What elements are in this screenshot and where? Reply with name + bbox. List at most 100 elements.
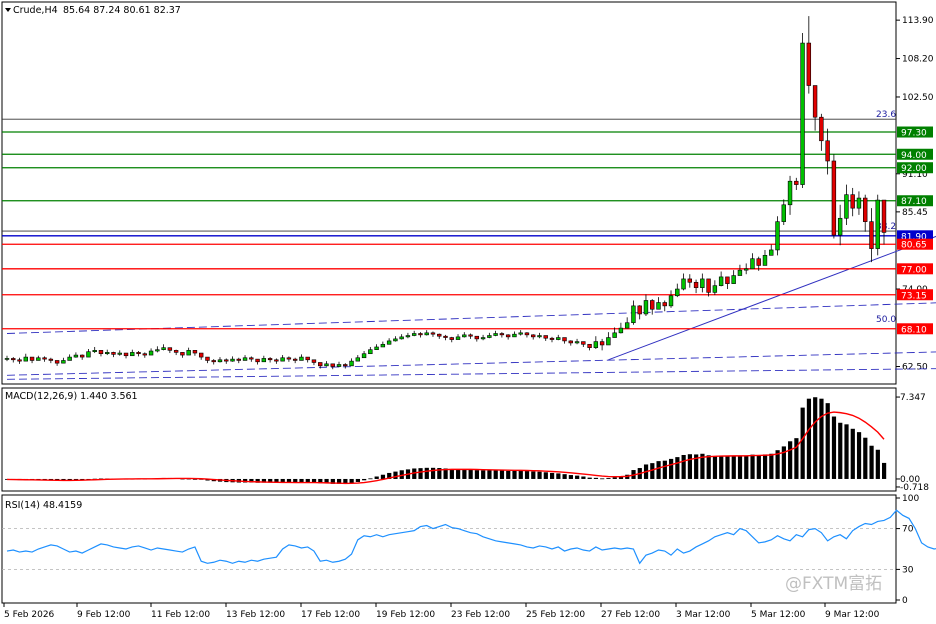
- candle-body: [399, 336, 404, 340]
- macd-bar: [825, 403, 830, 479]
- macd-bar: [575, 475, 580, 479]
- macd-bar: [318, 478, 323, 484]
- macd-bar: [443, 468, 448, 479]
- candle-body: [618, 327, 624, 334]
- macd-bar: [700, 453, 705, 479]
- candle-body: [474, 335, 480, 340]
- macd-bar: [687, 454, 693, 479]
- macd-bar: [393, 471, 398, 479]
- rsi-tick-label: 0: [902, 596, 908, 606]
- candle-body: [769, 249, 774, 256]
- candle-body: [869, 221, 874, 249]
- candle-body: [800, 42, 805, 185]
- macd-bar: [731, 455, 736, 479]
- macd-bar: [437, 468, 442, 479]
- macd-bar: [368, 478, 373, 480]
- macd-bar: [531, 471, 536, 479]
- price-tick-label: 102.50: [902, 93, 934, 103]
- price-tick-label: 62.50: [902, 363, 928, 373]
- candle-body: [606, 337, 611, 346]
- price-tick-label: 108.20: [902, 55, 934, 65]
- candle-body: [687, 278, 693, 283]
- candle-body: [280, 357, 285, 362]
- macd-bar: [412, 468, 417, 479]
- candle-body: [255, 358, 260, 363]
- macd-tick-label: 7.347: [900, 393, 926, 403]
- candle-body: [242, 357, 248, 361]
- candle-body: [424, 332, 429, 336]
- candle-body: [556, 337, 561, 340]
- candle-body: [712, 285, 718, 293]
- main-panel: [1, 1, 897, 385]
- candle-body: [581, 341, 586, 345]
- candle-body: [361, 353, 367, 359]
- candle-body: [624, 322, 630, 329]
- time-tick-label: 9 Mar 12:00: [825, 610, 880, 620]
- candle-body: [825, 140, 830, 162]
- candle-body: [192, 350, 198, 354]
- macd-bar: [838, 422, 843, 479]
- candle-body: [249, 357, 254, 360]
- candle-body: [29, 356, 35, 361]
- time-tick-label: 13 Feb 12:00: [226, 610, 285, 620]
- candle-body: [781, 204, 786, 222]
- candle-body: [123, 352, 129, 357]
- macd-bar: [73, 478, 79, 480]
- macd-bar: [362, 478, 367, 481]
- macd-bar: [349, 478, 354, 484]
- candle-body: [205, 356, 210, 361]
- level-tag: [897, 162, 933, 174]
- candle-body: [574, 341, 580, 344]
- candle-body: [668, 295, 674, 307]
- candle-body: [4, 358, 10, 360]
- macd-bar: [650, 463, 655, 479]
- candle-body: [537, 335, 542, 338]
- macd-bar: [537, 471, 542, 479]
- candle-body: [42, 357, 47, 360]
- macd-bar: [462, 469, 467, 479]
- level-tag: [897, 195, 933, 207]
- candle-body: [173, 350, 179, 353]
- macd-bar: [468, 469, 473, 479]
- candle-body: [681, 278, 686, 290]
- level-label: 87.10: [901, 197, 927, 207]
- macd-bar: [669, 458, 674, 479]
- price-tick-label: 85.45: [902, 208, 928, 218]
- trend-channel-line: [6, 368, 936, 380]
- macd-bar: [192, 478, 198, 480]
- macd-bar: [882, 462, 887, 479]
- macd-chart: 7.347 0.00-0.718: [5, 393, 929, 493]
- candle-body: [706, 278, 711, 293]
- candle-body: [881, 199, 887, 233]
- candle-body: [612, 332, 617, 338]
- candle-body: [105, 352, 110, 355]
- candle-body: [650, 300, 655, 310]
- candle-body: [756, 258, 761, 266]
- macd-bar: [681, 454, 686, 479]
- candle-body: [267, 358, 273, 361]
- candle-body: [405, 335, 411, 338]
- macd-bar: [67, 478, 72, 481]
- candle-body: [430, 332, 436, 335]
- candle-body: [142, 353, 148, 356]
- level-label: 97.30: [901, 129, 927, 139]
- macd-bar: [587, 477, 592, 479]
- macd-bar: [725, 455, 730, 479]
- candle-body: [455, 336, 461, 340]
- candle-body: [161, 347, 166, 350]
- macd-bar: [524, 471, 530, 479]
- candle-body: [462, 334, 467, 338]
- symbol-label: Crude,H4: [13, 5, 58, 16]
- macd-bar: [474, 470, 480, 479]
- candle-body: [549, 337, 555, 340]
- time-axis: 5 Feb 2026 9 Feb 12:00 11 Feb 12:00 13 Feb …: [3, 603, 880, 620]
- macd-bar: [299, 478, 304, 483]
- rsi-tick-label: 30: [902, 565, 914, 575]
- dropdown-arrow-icon[interactable]: [5, 8, 11, 12]
- macd-bar: [418, 468, 423, 479]
- ohlc-values: 85.64 87.24 80.61 82.37: [63, 5, 181, 16]
- macd-bar: [274, 478, 279, 483]
- macd-bar: [324, 478, 329, 484]
- macd-bar: [750, 454, 755, 479]
- candle-body: [17, 359, 22, 362]
